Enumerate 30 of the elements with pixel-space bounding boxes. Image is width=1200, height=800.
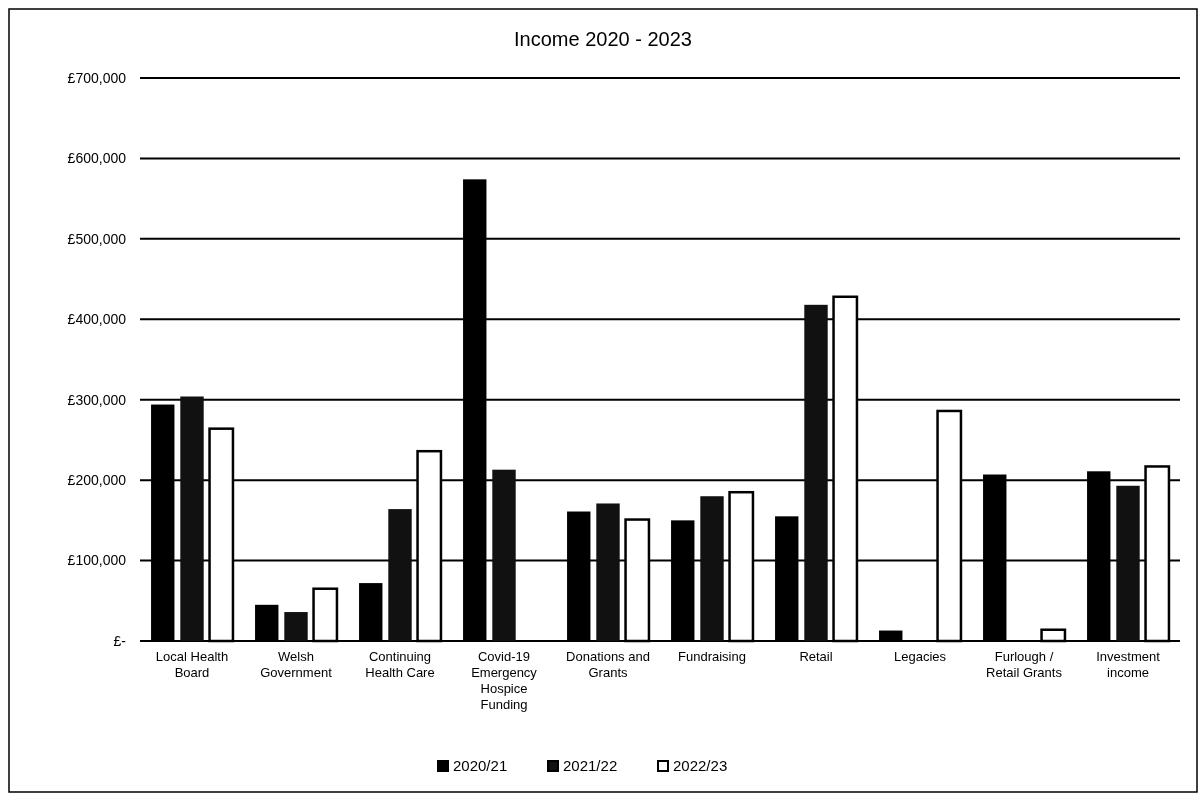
y-tick-label: £500,000 [67, 230, 127, 247]
bar [700, 496, 724, 641]
y-tick-label: £600,000 [67, 150, 127, 167]
bar [1116, 485, 1140, 641]
x-tick-label: Local Health Board [155, 649, 229, 680]
legend-label: 2021/22 [563, 757, 618, 774]
y-tick-label: £100,000 [67, 552, 127, 569]
y-tick-label: £400,000 [67, 311, 127, 328]
x-tick-label: Welsh Government [260, 649, 333, 680]
bar [804, 304, 828, 641]
bar [596, 503, 620, 641]
legend-label: 2020/21 [453, 757, 508, 774]
x-tick-label: Retail [799, 649, 833, 664]
x-tick-label: Covid-19 Emergency Hospice Funding [471, 649, 538, 712]
x-tick-label: Continuing Health Care [365, 649, 435, 680]
y-tick-label: £200,000 [67, 472, 127, 489]
x-tick-label: Donations and Grants [566, 649, 650, 680]
chart-title: Income 2020 - 2023 [514, 28, 692, 50]
y-tick-label: £700,000 [67, 69, 127, 86]
y-tick-label: £300,000 [67, 391, 127, 408]
x-tick-label: Investment income [1096, 649, 1161, 680]
bar [284, 612, 308, 641]
bar [492, 469, 516, 641]
y-tick-label: £- [113, 632, 127, 649]
x-tick-label: Fundraising [678, 649, 746, 664]
legend-label: 2022/23 [673, 757, 728, 774]
bar [388, 509, 412, 641]
x-tick-label: Furlough / Retail Grants [986, 649, 1063, 680]
bar [180, 396, 204, 641]
x-tick-label: Legacies [893, 649, 947, 664]
